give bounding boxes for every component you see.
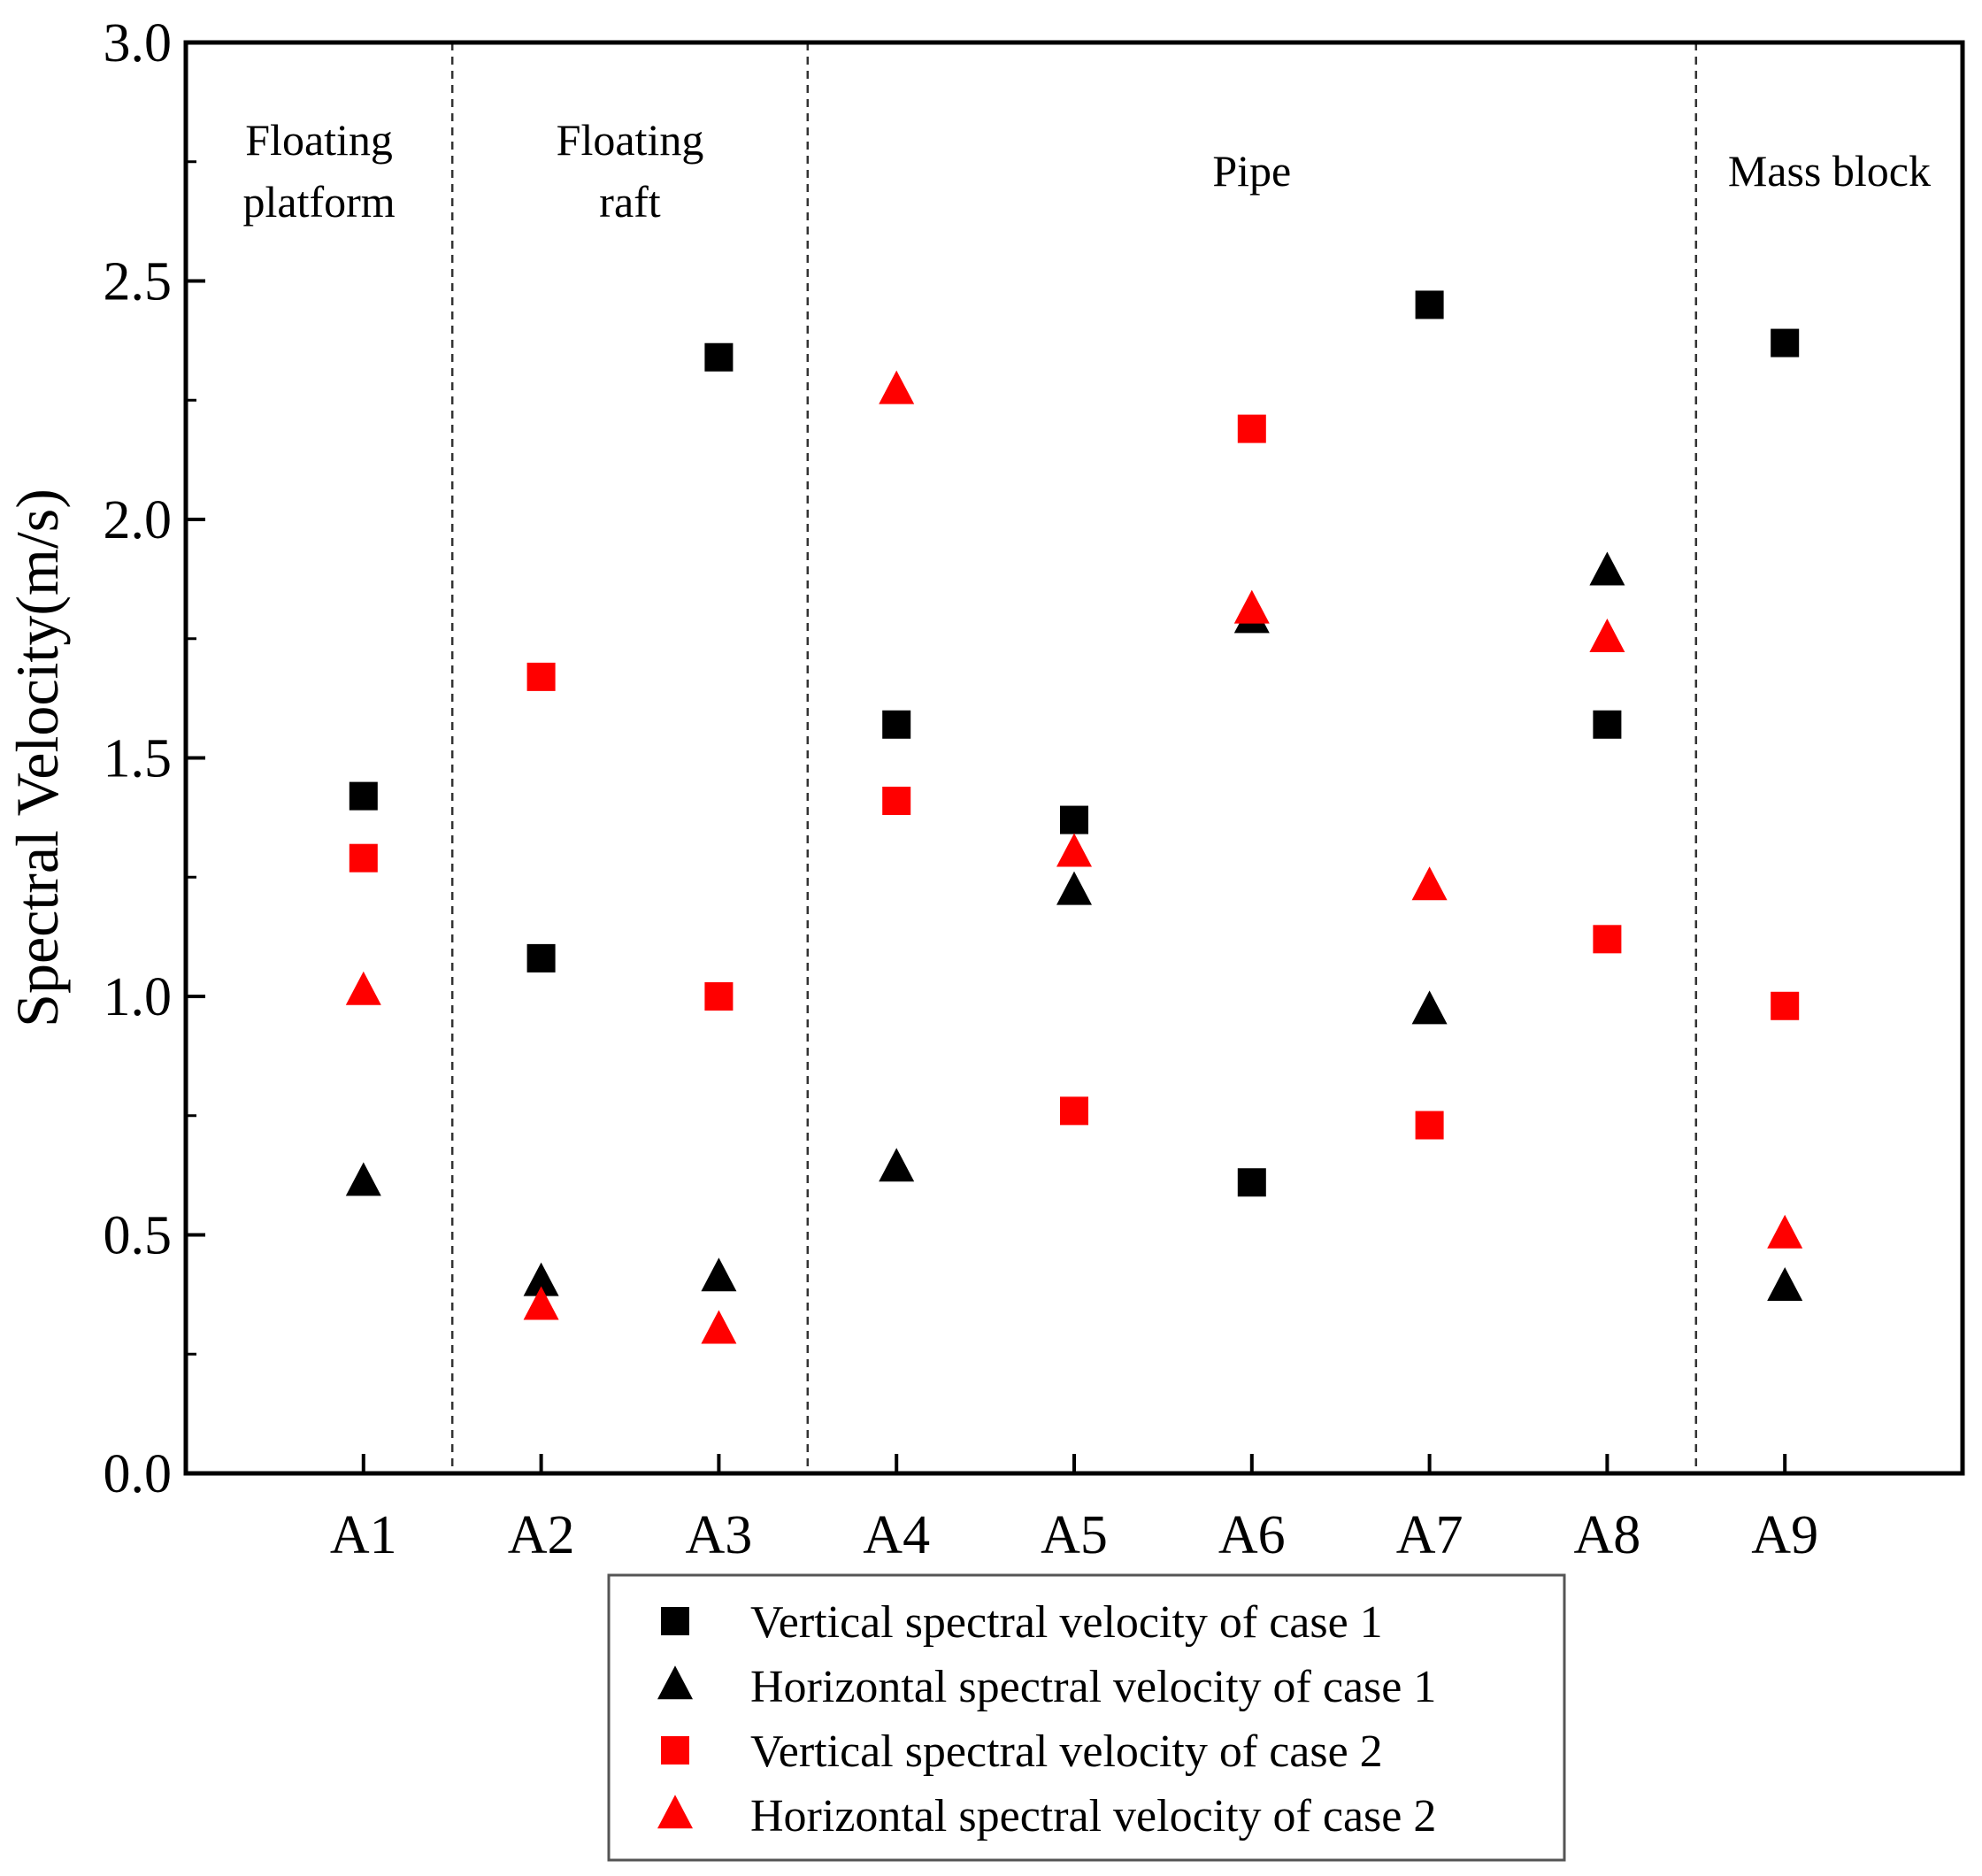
square-point-series-1 bbox=[1593, 710, 1622, 739]
x-tick-label: A3 bbox=[686, 1505, 753, 1565]
square-point-series-3 bbox=[349, 843, 378, 873]
legend-box bbox=[607, 1573, 1566, 1862]
triangle-point-series-2 bbox=[1056, 871, 1092, 905]
legend: Vertical spectral velocity of case 1 Hori… bbox=[607, 1573, 1566, 1862]
y-tick-label: 0.5 bbox=[104, 1206, 173, 1266]
data-points bbox=[345, 290, 1803, 1344]
triangle-point-series-2 bbox=[345, 1162, 381, 1196]
region-label: Pipe bbox=[1212, 146, 1291, 196]
x-tick-label: A2 bbox=[508, 1505, 575, 1565]
triangle-point-series-4 bbox=[879, 370, 915, 404]
square-point-series-1 bbox=[1415, 290, 1444, 319]
square-point-series-1 bbox=[1771, 328, 1800, 358]
triangle-point-series-4 bbox=[523, 1286, 559, 1320]
legend-label: Vertical spectral velocity of case 1 bbox=[750, 1597, 1383, 1648]
legend-marker bbox=[661, 1607, 689, 1635]
y-tick-label: 2.0 bbox=[104, 490, 173, 550]
y-tick-label: 3.0 bbox=[104, 13, 173, 73]
axis-ticks bbox=[186, 41, 1787, 1475]
square-point-series-3 bbox=[882, 787, 911, 816]
square-point-series-3 bbox=[1771, 991, 1800, 1020]
square-point-series-3 bbox=[1593, 925, 1622, 954]
y-tick-label: 1.0 bbox=[104, 967, 173, 1027]
legend-label: Vertical spectral velocity of case 2 bbox=[750, 1726, 1383, 1777]
legend-label: Horizontal spectral velocity of case 2 bbox=[750, 1791, 1436, 1841]
triangle-point-series-2 bbox=[523, 1262, 559, 1296]
triangle-point-series-2 bbox=[1589, 551, 1625, 586]
x-tick-label: A4 bbox=[863, 1505, 930, 1565]
x-tick-label: A5 bbox=[1041, 1505, 1108, 1565]
square-point-series-1 bbox=[1060, 805, 1088, 834]
legend-marker bbox=[657, 1795, 693, 1829]
region-label: raft bbox=[599, 177, 660, 227]
triangle-point-series-2 bbox=[701, 1257, 737, 1292]
triangle-point-series-4 bbox=[345, 971, 381, 1005]
region-label: platform bbox=[243, 177, 396, 227]
triangle-point-series-2 bbox=[1767, 1266, 1803, 1301]
square-point-series-3 bbox=[1237, 414, 1266, 443]
y-axis-title: Spectral Velocity(m/s) bbox=[4, 488, 71, 1027]
triangle-point-series-2 bbox=[879, 1148, 915, 1182]
y-tick-label: 1.5 bbox=[104, 729, 173, 789]
axis-labels: 0.0 0.5 1.0 1.5 2.0 2.5 3.0 A1 A2 A3 A4 A5 A6 A7 A8 A9 bbox=[104, 13, 1819, 1565]
y-tick-label: 2.5 bbox=[104, 252, 173, 312]
triangle-point-series-4 bbox=[1767, 1214, 1803, 1249]
square-point-series-1 bbox=[1237, 1168, 1266, 1197]
legend-marker bbox=[657, 1665, 693, 1700]
square-point-series-3 bbox=[526, 662, 556, 691]
y-tick-label: 0.0 bbox=[104, 1444, 173, 1504]
square-point-series-1 bbox=[882, 710, 911, 739]
triangle-point-series-4 bbox=[1233, 589, 1270, 624]
x-tick-label: A9 bbox=[1751, 1505, 1818, 1565]
x-tick-label: A8 bbox=[1574, 1505, 1641, 1565]
plot-frame bbox=[183, 40, 1965, 1476]
legend-label: Horizontal spectral velocity of case 1 bbox=[750, 1662, 1436, 1712]
triangle-point-series-2 bbox=[1411, 990, 1448, 1025]
triangle-point-series-4 bbox=[1411, 866, 1448, 901]
triangle-point-series-4 bbox=[1589, 618, 1625, 652]
x-tick-label: A1 bbox=[330, 1505, 397, 1565]
square-point-series-3 bbox=[1415, 1111, 1444, 1140]
square-point-series-1 bbox=[349, 781, 378, 811]
triangle-point-series-4 bbox=[1056, 833, 1092, 867]
square-point-series-1 bbox=[704, 342, 734, 372]
region-label: Floating bbox=[245, 115, 393, 165]
triangle-point-series-4 bbox=[701, 1310, 737, 1344]
x-tick-label: A7 bbox=[1396, 1505, 1463, 1565]
x-tick-label: A6 bbox=[1218, 1505, 1286, 1565]
legend-marker bbox=[661, 1736, 689, 1765]
square-point-series-3 bbox=[1060, 1096, 1088, 1126]
region-dividers: Floating platform Floating raft Pipe Mass blo… bbox=[243, 42, 1931, 1473]
region-label: Mass block bbox=[1728, 146, 1931, 196]
square-point-series-3 bbox=[704, 982, 734, 1011]
region-label: Floating bbox=[557, 115, 704, 165]
square-point-series-1 bbox=[526, 943, 556, 973]
